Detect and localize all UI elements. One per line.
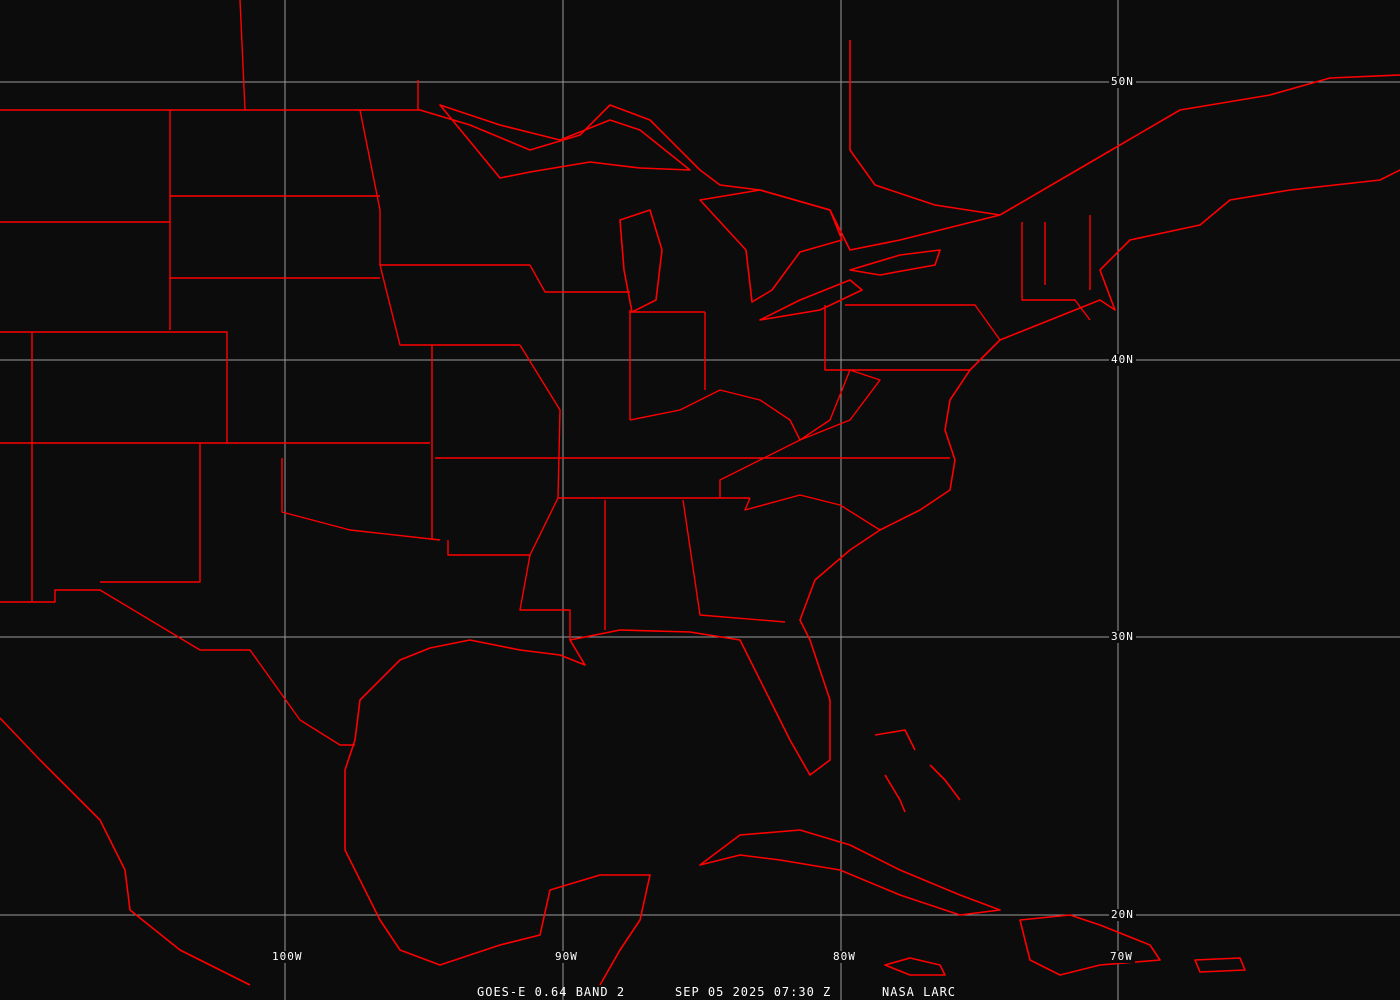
quebec-border	[849, 40, 1001, 216]
lake-erie	[759, 279, 863, 321]
lat-label-50n: 50N	[1109, 75, 1136, 88]
cuba	[699, 829, 1001, 916]
bahamas-2	[884, 774, 906, 813]
bahamas-3	[929, 764, 961, 801]
image-timestamp: SEP 05 2025 07:30 Z	[675, 985, 832, 999]
product-title: GOES-E 0.64 BAND 2	[477, 985, 626, 999]
lake-superior	[439, 104, 691, 179]
lat-label-40n: 40N	[1109, 353, 1136, 366]
coastline-gulf-atlantic	[344, 169, 1400, 986]
bahamas	[874, 729, 916, 751]
coastline-mexico-pacific	[0, 717, 251, 986]
lake-ontario	[849, 249, 941, 276]
lat-label-30n: 30N	[1109, 630, 1136, 643]
hispaniola	[1019, 914, 1161, 976]
lat-label-20n: 20N	[1109, 908, 1136, 921]
canada-border	[0, 104, 1001, 251]
st-lawrence	[999, 74, 1400, 216]
lon-label-90w: 90W	[553, 950, 580, 963]
lake-michigan	[619, 209, 663, 313]
state-lines	[0, 0, 1091, 746]
jamaica	[884, 957, 946, 976]
puerto-rico	[1194, 957, 1246, 973]
lon-label-100w: 100W	[270, 950, 305, 963]
lon-label-80w: 80W	[831, 950, 858, 963]
credit-label: NASA LARC	[882, 985, 957, 999]
lake-huron	[699, 189, 843, 303]
lon-label-70w: 70W	[1108, 950, 1135, 963]
